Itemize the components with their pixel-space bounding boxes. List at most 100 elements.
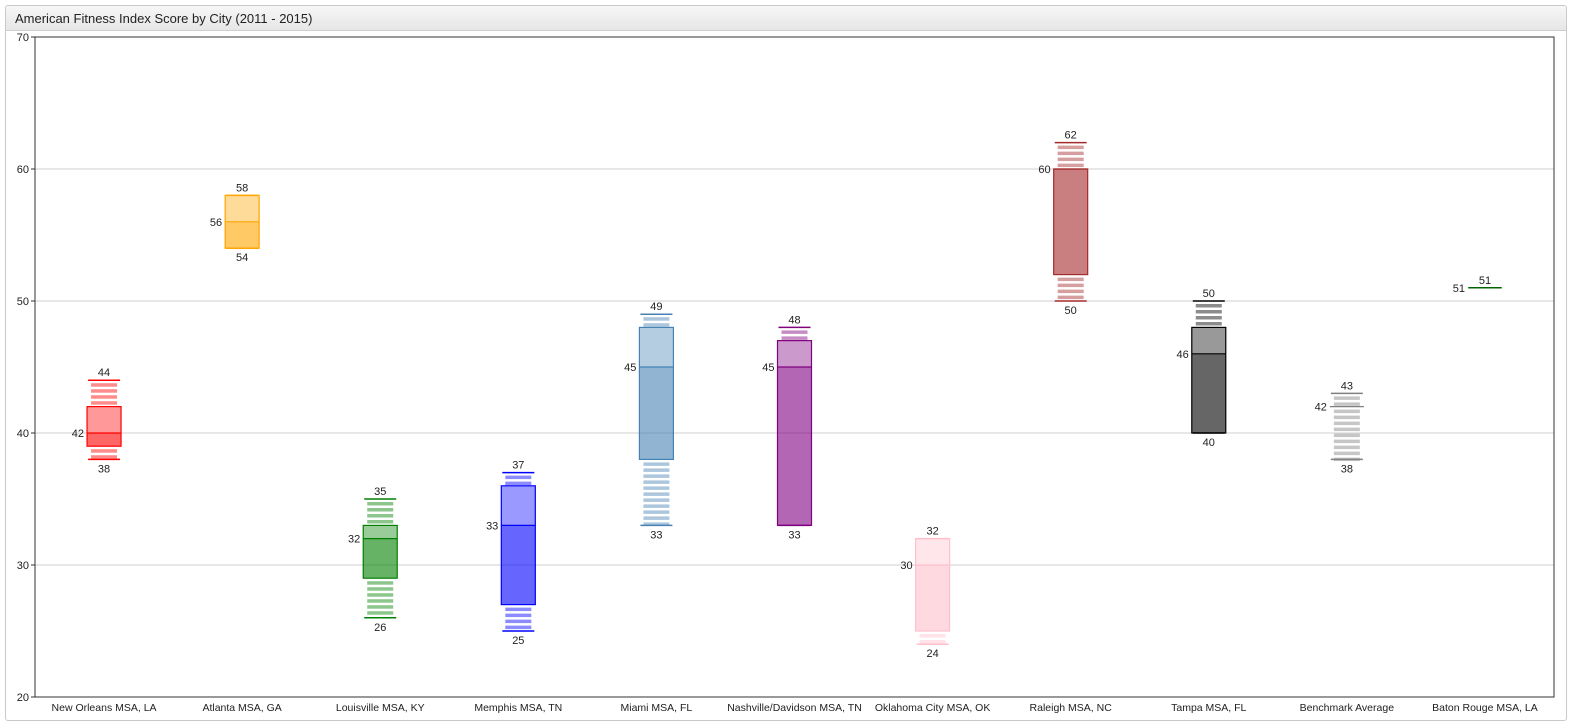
whisker-stripe [1057, 157, 1084, 162]
max-label: 62 [1065, 130, 1077, 142]
max-label: 49 [650, 301, 662, 313]
min-label: 33 [788, 529, 800, 541]
max-label: 32 [926, 526, 938, 538]
box-upper [915, 538, 950, 565]
whisker-stripe [367, 611, 394, 615]
box-7 [1053, 141, 1089, 302]
whisker-stripe [781, 336, 808, 340]
box-plot-chart: 20 30 40 50 60 70 44 42 38 New Orleans MSA, LA 58 5… [17, 32, 1555, 714]
whisker-stripe [1333, 409, 1360, 414]
y-tick-label: 20 [17, 692, 29, 704]
box-lower [639, 367, 674, 460]
whisker-stripe [367, 599, 394, 603]
box-lower [777, 367, 812, 526]
whisker-stripe [1057, 277, 1084, 282]
x-tick-label: Benchmark Average [1300, 702, 1395, 714]
median-label: 45 [762, 362, 774, 374]
y-tick-label: 50 [17, 296, 29, 308]
whisker-stripe [505, 619, 532, 624]
min-label: 50 [1065, 305, 1077, 317]
whisker-stripe [91, 449, 118, 453]
x-tick-label: Oklahoma City MSA, OK [875, 702, 991, 714]
box-upper [225, 195, 260, 222]
box-lower [87, 433, 122, 447]
box-outline [86, 406, 122, 447]
whisker-stripe [367, 520, 394, 524]
whisker-stripe [505, 613, 532, 618]
x-tick-label: Tampa MSA, FL [1171, 702, 1246, 714]
box-lower [1191, 353, 1226, 433]
whisker-stripe [781, 330, 808, 334]
min-label: 33 [650, 529, 662, 541]
median-label: 42 [72, 428, 84, 440]
whisker-stripe [1057, 289, 1084, 294]
whisker-stripe [367, 587, 394, 591]
box-upper [87, 406, 122, 433]
x-tick-label: Raleigh MSA, NC [1030, 702, 1113, 714]
box-0 [86, 379, 122, 461]
max-label: 43 [1341, 380, 1353, 392]
whisker-stripe [643, 323, 670, 327]
whisker-stripe [1057, 295, 1084, 300]
whisker-stripe [1333, 421, 1360, 426]
whisker-stripe [1195, 310, 1222, 314]
whisker-stripe [505, 481, 532, 486]
x-tick-label: Memphis MSA, TN [474, 702, 562, 714]
whisker-stripe [643, 486, 670, 490]
whisker-stripe [1333, 427, 1360, 432]
median-label: 51 [1453, 283, 1465, 295]
max-label: 51 [1479, 275, 1491, 287]
median-label: 45 [624, 362, 636, 374]
min-label: 24 [926, 648, 938, 660]
y-tick-label: 60 [17, 164, 29, 176]
whisker-stripe [91, 389, 118, 393]
whisker-stripe [91, 395, 118, 399]
box-lower [501, 525, 536, 605]
whisker-stripe [1057, 163, 1084, 168]
max-label: 50 [1203, 288, 1215, 300]
median-label: 46 [1177, 349, 1189, 361]
whisker-stripe [643, 492, 670, 496]
y-tick-label: 30 [17, 560, 29, 572]
min-label: 25 [512, 635, 524, 647]
chart-widget: American Fitness Index Score by City (20… [5, 5, 1567, 721]
box-1 [224, 194, 260, 249]
whisker-stripe [505, 475, 532, 480]
whisker-stripe [1333, 415, 1360, 420]
whisker-stripe [1195, 316, 1222, 320]
whisker-stripe [1333, 402, 1360, 406]
x-tick-label: Louisville MSA, KY [336, 702, 425, 714]
min-label: 54 [236, 252, 248, 264]
whisker-stripe [505, 625, 532, 630]
whisker-stripe [367, 605, 394, 609]
box-8 [1191, 300, 1227, 434]
whisker-stripe [919, 640, 946, 644]
whisker-stripe [91, 383, 118, 387]
box-upper [777, 340, 812, 367]
box-9 [1329, 392, 1364, 462]
whisker-stripe [643, 522, 670, 526]
whisker-stripe [1333, 433, 1360, 438]
max-label: 58 [236, 182, 248, 194]
box-outline [776, 340, 813, 527]
whisker-stripe [1195, 304, 1222, 308]
box-5 [776, 326, 813, 527]
whisker-stripe [643, 317, 670, 321]
box-lower [1053, 169, 1088, 275]
max-label: 35 [374, 486, 386, 498]
median-label: 60 [1038, 164, 1050, 176]
whisker-stripe [643, 468, 670, 472]
median-label: 30 [900, 560, 912, 572]
box-outline [914, 537, 951, 632]
box-6 [914, 537, 951, 645]
min-label: 26 [374, 622, 386, 634]
whisker-stripe [1057, 283, 1084, 288]
box-outline [500, 485, 536, 606]
whisker-stripe [1333, 451, 1360, 456]
box-upper [501, 485, 536, 526]
widget-title: American Fitness Index Score by City (20… [15, 11, 313, 26]
plot-frame [34, 36, 1555, 698]
x-tick-label: Atlanta MSA, GA [202, 702, 281, 714]
box-outline [362, 524, 398, 579]
whisker-stripe [643, 462, 670, 466]
